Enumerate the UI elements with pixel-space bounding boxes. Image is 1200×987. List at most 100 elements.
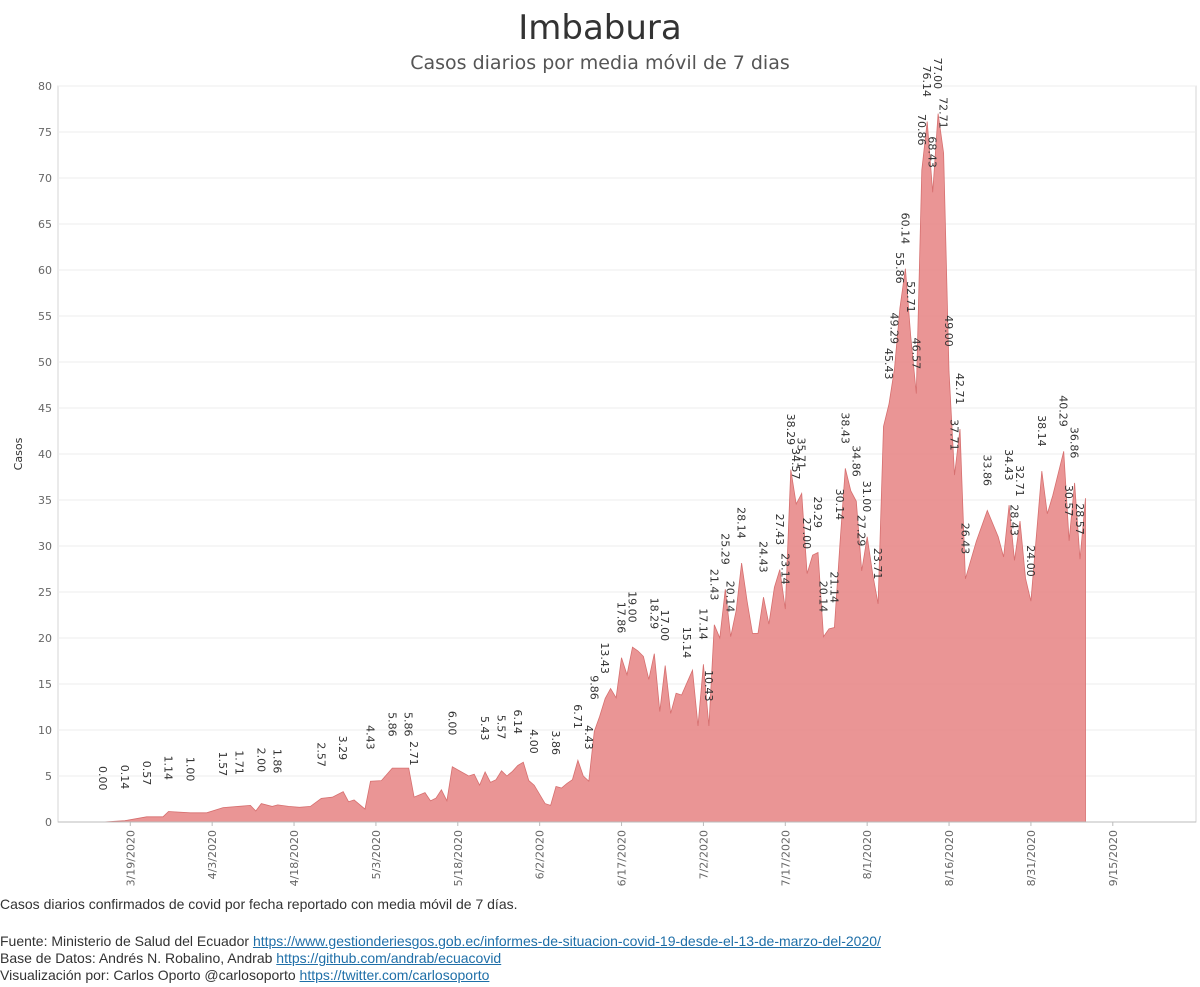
area-series [102, 113, 1086, 823]
data-label: 21.43 [707, 569, 720, 601]
y-tick-label: 80 [38, 80, 52, 93]
x-tick-label: 6/2/2020 [534, 830, 547, 879]
source-link[interactable]: https://www.gestionderiesgos.gob.ec/info… [252, 933, 881, 949]
data-label: 0.57 [140, 761, 153, 786]
database-link[interactable]: https://github.com/andrab/ecuacovid [276, 950, 502, 966]
data-label: 27.00 [800, 518, 813, 550]
data-label: 34.57 [789, 448, 802, 480]
data-label: 26.43 [958, 523, 971, 555]
y-tick-label: 60 [38, 264, 52, 277]
data-label: 70.86 [915, 114, 928, 146]
data-label: 6.14 [511, 710, 524, 735]
data-label: 17.86 [615, 602, 628, 634]
data-label: 32.71 [1013, 465, 1026, 497]
data-label: 27.43 [773, 514, 786, 546]
data-label: 17.00 [658, 610, 671, 642]
data-label: 5.57 [495, 715, 508, 740]
data-label: 13.43 [598, 642, 611, 674]
data-label: 1.14 [161, 756, 174, 781]
y-tick-label: 0 [45, 816, 52, 829]
y-tick-label: 15 [38, 678, 52, 691]
data-label: 36.86 [1068, 427, 1081, 459]
data-label: 0.14 [118, 765, 131, 790]
data-label: 1.00 [183, 757, 196, 782]
y-tick-label: 10 [38, 724, 52, 737]
footer-note: Casos diarios confirmados de covid por f… [0, 896, 518, 912]
x-tick-label: 8/1/2020 [861, 830, 874, 879]
x-tick-label: 7/17/2020 [779, 830, 792, 886]
chart-title: Imbabura [518, 8, 682, 48]
visualization-label: Visualización por: Carlos Oporto @carlos… [0, 967, 296, 983]
data-label: 37.71 [948, 419, 961, 451]
data-label: 0.00 [96, 766, 109, 791]
x-tick-label: 8/16/2020 [943, 830, 956, 886]
y-tick-label: 30 [38, 540, 52, 553]
y-tick-label: 25 [38, 586, 52, 599]
data-label: 28.57 [1073, 503, 1086, 535]
y-tick-label: 40 [38, 448, 52, 461]
y-tick-label: 5 [45, 770, 52, 783]
data-label: 4.43 [582, 725, 595, 750]
data-label: 49.29 [887, 312, 900, 344]
x-tick-label: 4/3/2020 [206, 830, 219, 879]
data-label: 5.86 [402, 712, 415, 737]
data-label: 28.43 [1007, 504, 1020, 536]
data-label: 3.29 [336, 736, 349, 761]
footer-database: Base de Datos: Andrés N. Robalino, Andra… [0, 950, 501, 966]
y-tick-label: 70 [38, 172, 52, 185]
data-label: 45.43 [882, 348, 895, 380]
data-label: 52.71 [904, 281, 917, 313]
visualization-link[interactable]: https://twitter.com/carlosoporto [299, 967, 490, 983]
data-label: 6.71 [571, 704, 584, 729]
data-label: 23.14 [778, 553, 791, 585]
data-label: 20.14 [816, 581, 829, 613]
data-label: 34.86 [849, 445, 862, 477]
data-label: 24.43 [756, 541, 769, 573]
data-label: 34.43 [1002, 449, 1015, 480]
source-label: Fuente: Ministerio de Salud del Ecuador [0, 933, 250, 949]
y-tick-label: 55 [38, 310, 52, 323]
data-label: 40.29 [1057, 395, 1070, 427]
data-label: 1.71 [233, 750, 246, 775]
data-label: 5.43 [478, 716, 491, 741]
y-tick-label: 35 [38, 494, 52, 507]
data-label: 33.86 [980, 454, 993, 486]
data-label: 4.43 [363, 725, 376, 750]
footer-visualization: Visualización por: Carlos Oporto @carlos… [0, 967, 489, 983]
y-tick-label: 65 [38, 218, 52, 231]
data-label: 10.43 [702, 670, 715, 702]
data-label: 31.00 [860, 481, 873, 513]
data-label: 4.00 [527, 729, 540, 754]
area-chart: 0 5 10 15 20 25 30 35 40 45 50 55 60 65 70 75 80 Casos 3/1… [12, 58, 1197, 886]
data-label: 38.43 [838, 412, 851, 444]
data-label: 23.71 [871, 548, 884, 580]
data-label: 38.14 [1035, 415, 1048, 447]
data-label: 29.29 [811, 497, 824, 529]
data-label: 60.14 [898, 213, 911, 245]
data-label: 30.14 [833, 489, 846, 521]
x-tick-label: 7/2/2020 [697, 830, 710, 879]
data-label: 35.71 [795, 437, 808, 469]
data-label: 25.29 [718, 533, 731, 565]
x-tick-label: 3/19/2020 [124, 830, 137, 886]
x-tick-label: 6/17/2020 [616, 830, 629, 886]
x-tick-label: 9/15/2020 [1107, 830, 1120, 886]
data-label: 68.43 [926, 136, 939, 168]
data-label: 24.00 [1024, 545, 1037, 577]
x-tick-label: 4/18/2020 [288, 830, 301, 886]
data-label: 2.57 [314, 742, 327, 767]
y-tick-label: 45 [38, 402, 52, 415]
y-tick-label: 50 [38, 356, 52, 369]
x-tick-label: 5/18/2020 [452, 830, 465, 886]
data-label: 77.00 [931, 58, 944, 90]
data-label: 5.86 [385, 712, 398, 737]
data-label: 2.71 [407, 741, 420, 766]
x-tick-label: 5/3/2020 [370, 830, 383, 879]
data-label: 9.86 [587, 675, 600, 700]
data-label: 18.29 [647, 598, 660, 630]
data-label: 28.14 [735, 507, 748, 538]
data-label: 19.00 [626, 591, 639, 623]
data-label: 15.14 [680, 627, 693, 659]
data-label: 27.29 [855, 515, 868, 547]
y-axis-title: Casos [12, 437, 25, 470]
